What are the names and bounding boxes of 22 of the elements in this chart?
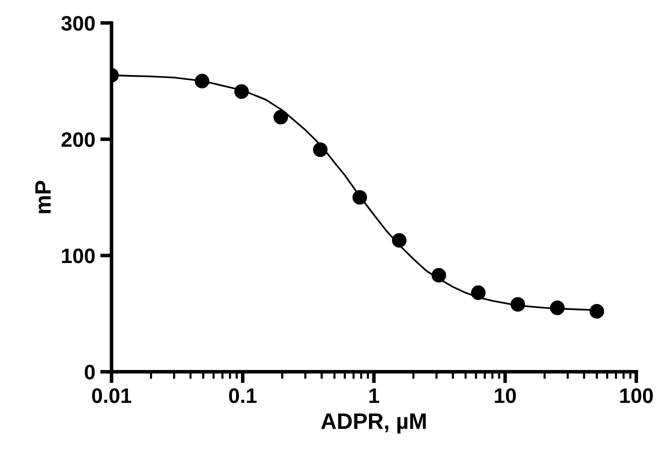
y-tick-label: 0 xyxy=(84,364,95,380)
x-axis-title: ADPR, µM xyxy=(321,414,426,434)
point xyxy=(550,300,565,316)
x-tick-label: 0.1 xyxy=(229,388,257,404)
point xyxy=(352,190,368,205)
point xyxy=(432,268,446,283)
y-tick-label: 200 xyxy=(62,132,95,147)
point xyxy=(234,84,249,99)
point xyxy=(471,285,486,300)
x-tick-label: 1 xyxy=(369,388,380,403)
point xyxy=(312,142,328,157)
x-tick-label: 0.01 xyxy=(92,388,132,404)
point xyxy=(392,233,407,248)
x-tick-label: 10 xyxy=(494,388,516,404)
y-tick-label: 100 xyxy=(62,248,95,264)
point xyxy=(194,74,210,88)
y-axis-title: mP xyxy=(35,180,51,214)
point xyxy=(590,304,604,319)
x-tick-label: 100 xyxy=(620,388,653,404)
point xyxy=(510,297,526,312)
point xyxy=(273,110,288,124)
y-tick-label: 300 xyxy=(61,16,95,31)
